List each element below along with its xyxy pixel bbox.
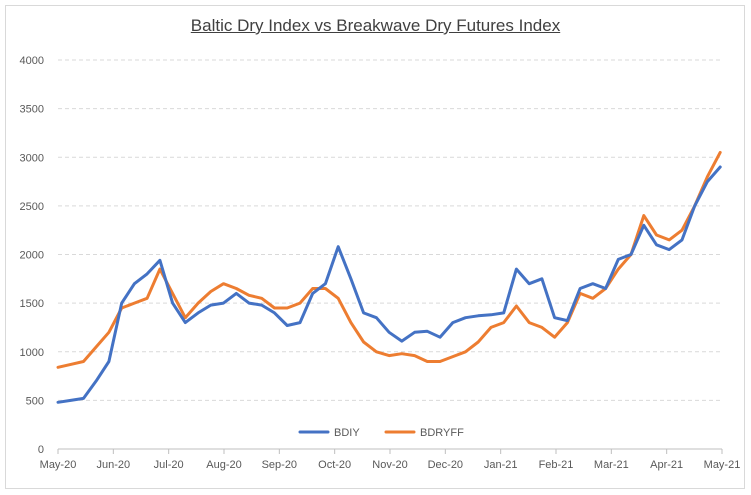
x-tick-label: Dec-20 (428, 459, 463, 471)
x-tick-label: Apr-21 (650, 459, 683, 471)
legend-label-bdryff: BDRYFF (420, 427, 464, 439)
legend-label-bdiy: BDIY (334, 427, 360, 439)
x-tick-label: Jul-20 (154, 459, 184, 471)
x-tick-label: Sep-20 (262, 459, 297, 471)
y-tick-label: 3000 (20, 152, 44, 164)
x-axis: May-20 Jun-20 Jul-20 Aug-20 Sep-20 Oct-20 Nov-… (40, 449, 741, 471)
y-tick-label: 2500 (20, 201, 44, 213)
x-tick-label: Jan-21 (484, 459, 518, 471)
y-tick-label: 2000 (20, 250, 44, 262)
series-lines (56, 150, 722, 404)
y-tick-label: 1000 (20, 347, 44, 359)
y-axis: 0 500 1000 1500 2000 2500 3000 3500 4000 (20, 55, 44, 456)
x-tick-label: Mar-21 (594, 459, 629, 471)
y-tick-label: 1500 (20, 298, 44, 310)
series-line-bdiy (56, 165, 722, 404)
y-tick-label: 500 (26, 395, 44, 407)
x-tick-label: Nov-20 (372, 459, 407, 471)
gridlines (58, 59, 722, 450)
y-tick-label: 3500 (20, 104, 44, 116)
x-tick-label: Aug-20 (206, 459, 241, 471)
x-tick-label: Oct-20 (318, 459, 351, 471)
x-tick-label: Jun-20 (97, 459, 131, 471)
x-tick-label: Feb-21 (539, 459, 574, 471)
y-tick-label: 0 (38, 444, 44, 456)
legend: BDIY BDRYFF (298, 427, 464, 439)
x-tick-label: May-21 (704, 459, 741, 471)
chart-frame (5, 5, 745, 489)
y-tick-label: 4000 (20, 55, 44, 67)
chart-title: Baltic Dry Index vs Breakwave Dry Future… (190, 16, 561, 35)
x-tick-label: May-20 (40, 459, 77, 471)
